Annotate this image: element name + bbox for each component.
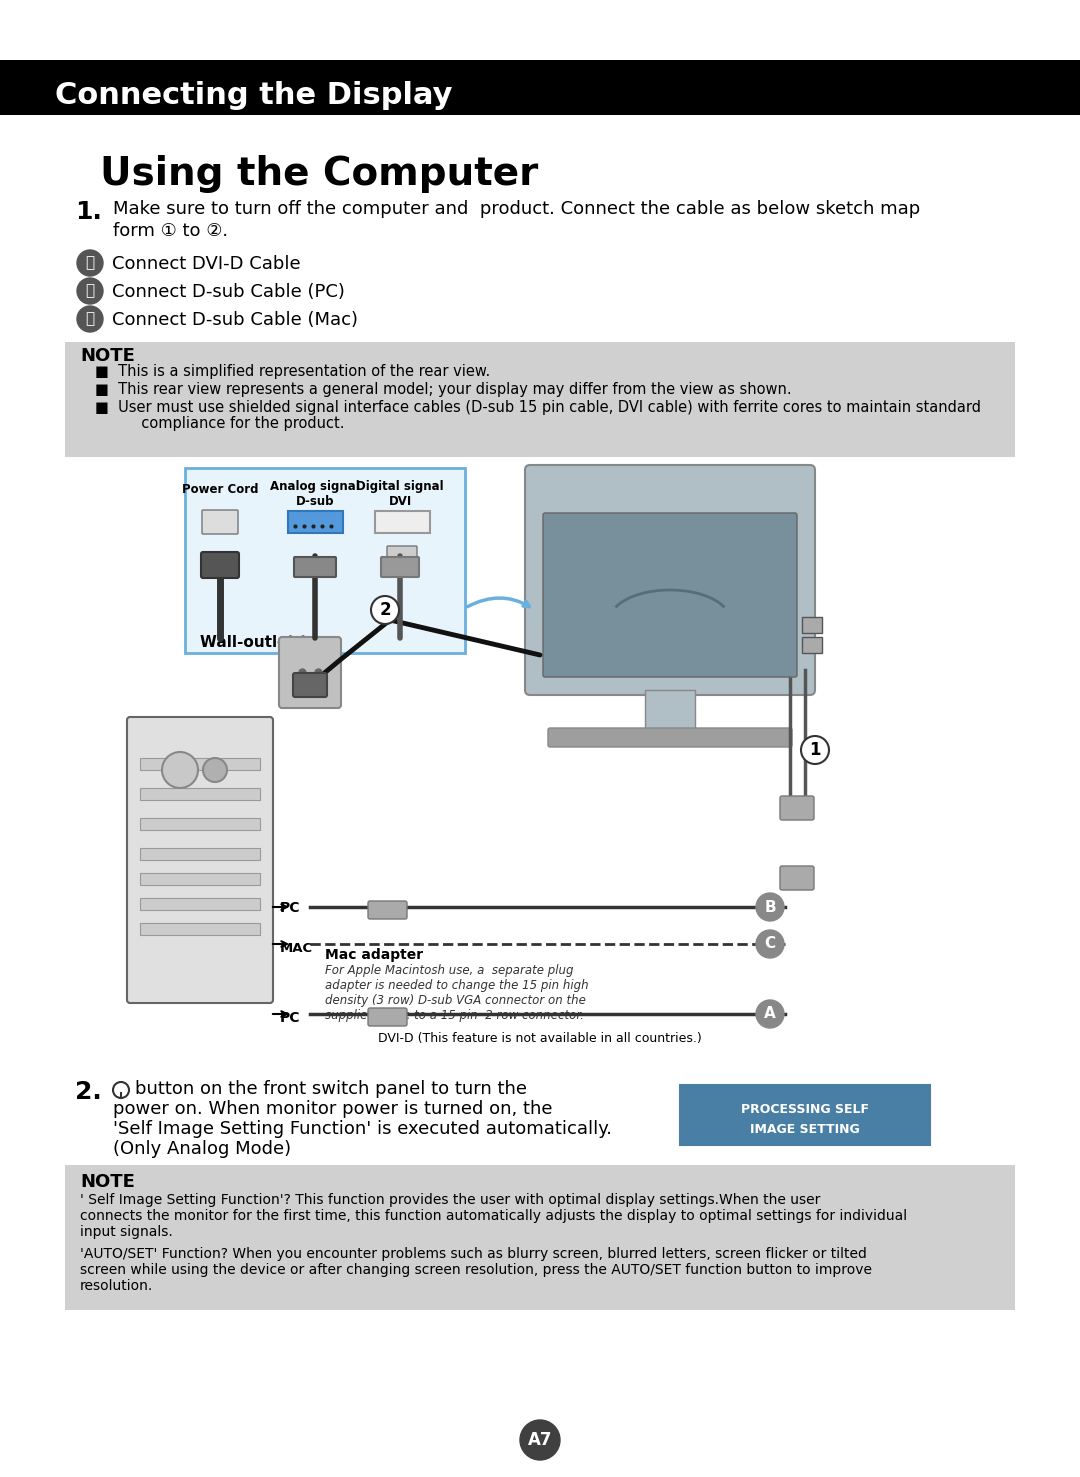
Bar bbox=[65, 1165, 1015, 1310]
FancyBboxPatch shape bbox=[201, 552, 239, 578]
Text: DVI-D (This feature is not available in all countries.): DVI-D (This feature is not available in … bbox=[378, 1032, 702, 1046]
Text: Connect D-sub Cable (PC): Connect D-sub Cable (PC) bbox=[112, 284, 345, 301]
Bar bbox=[140, 758, 260, 770]
FancyBboxPatch shape bbox=[288, 511, 343, 533]
Text: compliance for the product.: compliance for the product. bbox=[109, 417, 345, 431]
Text: A: A bbox=[765, 1006, 775, 1022]
Text: 1.: 1. bbox=[75, 199, 102, 225]
FancyBboxPatch shape bbox=[368, 901, 407, 919]
Bar bbox=[802, 637, 822, 653]
Bar bbox=[802, 617, 822, 634]
Text: A7: A7 bbox=[528, 1431, 552, 1449]
Text: 2.: 2. bbox=[75, 1080, 102, 1103]
Text: 2: 2 bbox=[379, 601, 391, 619]
Text: 1: 1 bbox=[809, 741, 821, 759]
FancyBboxPatch shape bbox=[368, 1007, 407, 1027]
Text: NOTE: NOTE bbox=[80, 347, 135, 365]
Text: PC: PC bbox=[280, 1010, 300, 1025]
Circle shape bbox=[203, 758, 227, 781]
FancyBboxPatch shape bbox=[525, 465, 815, 696]
FancyBboxPatch shape bbox=[387, 546, 417, 564]
Circle shape bbox=[77, 278, 103, 304]
Text: Using the Computer: Using the Computer bbox=[100, 155, 538, 193]
Text: button on the front switch panel to turn the: button on the front switch panel to turn… bbox=[135, 1080, 527, 1097]
Circle shape bbox=[162, 752, 198, 789]
Text: Connect D-sub Cable (Mac): Connect D-sub Cable (Mac) bbox=[112, 312, 357, 329]
Text: Digital signal
DVI: Digital signal DVI bbox=[356, 480, 444, 508]
Text: C: C bbox=[765, 936, 775, 951]
Circle shape bbox=[801, 736, 829, 764]
Text: PROCESSING SELF: PROCESSING SELF bbox=[741, 1103, 869, 1117]
Bar bbox=[140, 873, 260, 885]
Bar bbox=[680, 1086, 930, 1145]
FancyBboxPatch shape bbox=[294, 557, 336, 578]
Circle shape bbox=[77, 306, 103, 332]
Text: ■  This rear view represents a general model; your display may differ from the v: ■ This rear view represents a general mo… bbox=[95, 383, 792, 397]
Text: power on. When monitor power is turned on, the: power on. When monitor power is turned o… bbox=[113, 1100, 553, 1118]
Text: ' Self Image Setting Function'? This function provides the user with optimal dis: ' Self Image Setting Function'? This fun… bbox=[80, 1193, 907, 1239]
Text: Power Cord: Power Cord bbox=[181, 483, 258, 496]
Circle shape bbox=[756, 1000, 784, 1028]
Bar bbox=[140, 923, 260, 935]
Text: 'Self Image Setting Function' is executed automatically.: 'Self Image Setting Function' is execute… bbox=[113, 1120, 612, 1137]
Text: Connecting the Display: Connecting the Display bbox=[55, 81, 453, 109]
Text: MAC: MAC bbox=[280, 941, 313, 954]
FancyBboxPatch shape bbox=[780, 866, 814, 891]
Circle shape bbox=[756, 931, 784, 959]
FancyBboxPatch shape bbox=[279, 637, 341, 707]
Bar bbox=[645, 690, 696, 730]
Text: PC: PC bbox=[280, 901, 300, 914]
Text: form ① to ②.: form ① to ②. bbox=[113, 222, 228, 239]
Text: ■  User must use shielded signal interface cables (D-sub 15 pin cable, DVI cable: ■ User must use shielded signal interfac… bbox=[95, 400, 981, 415]
FancyBboxPatch shape bbox=[381, 557, 419, 578]
Circle shape bbox=[756, 894, 784, 922]
FancyBboxPatch shape bbox=[185, 468, 465, 653]
Text: ■  This is a simplified representation of the rear view.: ■ This is a simplified representation of… bbox=[95, 363, 490, 380]
Text: For Apple Macintosh use, a  separate plug
adapter is needed to change the 15 pin: For Apple Macintosh use, a separate plug… bbox=[325, 964, 589, 1022]
Text: Wall-outlet type: Wall-outlet type bbox=[200, 635, 339, 650]
Text: Ⓑ: Ⓑ bbox=[85, 284, 95, 298]
FancyBboxPatch shape bbox=[375, 511, 430, 533]
Text: Connect DVI-D Cable: Connect DVI-D Cable bbox=[112, 256, 300, 273]
FancyBboxPatch shape bbox=[548, 728, 792, 747]
Text: NOTE: NOTE bbox=[80, 1173, 135, 1190]
Circle shape bbox=[113, 1083, 129, 1097]
Text: IMAGE SETTING: IMAGE SETTING bbox=[751, 1123, 860, 1136]
Text: Ⓒ: Ⓒ bbox=[85, 312, 95, 326]
FancyBboxPatch shape bbox=[293, 674, 327, 697]
Bar bbox=[65, 343, 1015, 456]
Text: Mac adapter: Mac adapter bbox=[325, 948, 423, 962]
FancyBboxPatch shape bbox=[202, 510, 238, 535]
Bar bbox=[140, 848, 260, 860]
FancyBboxPatch shape bbox=[127, 716, 273, 1003]
FancyBboxPatch shape bbox=[543, 513, 797, 676]
Circle shape bbox=[77, 250, 103, 276]
Circle shape bbox=[372, 597, 399, 623]
Bar bbox=[140, 898, 260, 910]
Text: (Only Analog Mode): (Only Analog Mode) bbox=[113, 1140, 292, 1158]
Text: B: B bbox=[765, 899, 775, 914]
Circle shape bbox=[519, 1419, 561, 1459]
Text: 'AUTO/SET' Function? When you encounter problems such as blurry screen, blurred : 'AUTO/SET' Function? When you encounter … bbox=[80, 1247, 872, 1294]
Text: Analog signal
D-sub: Analog signal D-sub bbox=[270, 480, 360, 508]
Bar bbox=[140, 818, 260, 830]
Bar bbox=[140, 789, 260, 801]
FancyBboxPatch shape bbox=[780, 796, 814, 820]
Bar bbox=[0, 61, 1080, 115]
Text: Ⓐ: Ⓐ bbox=[85, 256, 95, 270]
Text: Make sure to turn off the computer and  product. Connect the cable as below sket: Make sure to turn off the computer and p… bbox=[113, 199, 920, 219]
